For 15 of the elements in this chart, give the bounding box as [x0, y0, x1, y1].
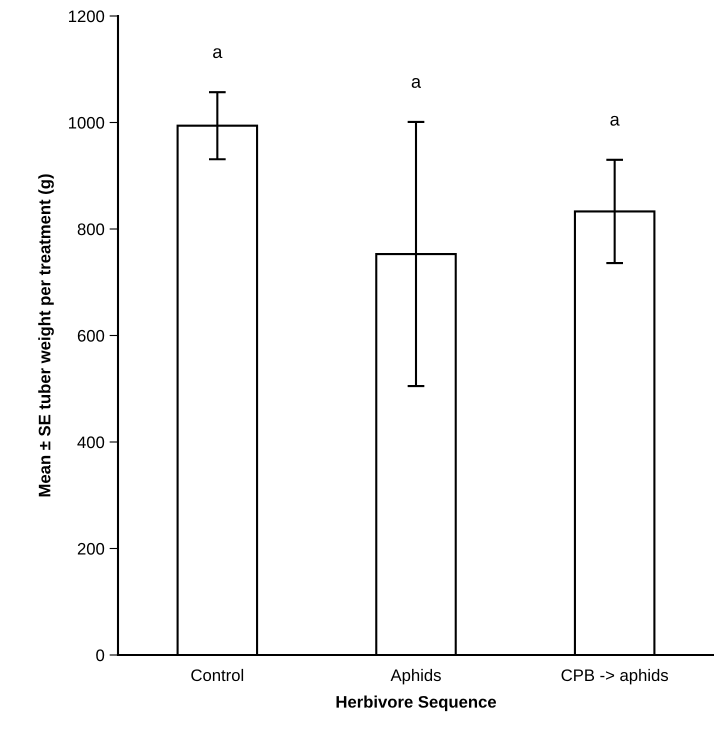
y-tick-label: 800	[78, 223, 104, 236]
annotation: a	[213, 48, 222, 58]
y-tick-label: 200	[78, 542, 104, 555]
y-axis-title: Mean ± SE tuber weight per treatment (g)	[38, 174, 54, 496]
x-axis-title: Herbivore Sequence	[336, 696, 496, 712]
y-tick-label: 1000	[69, 116, 104, 129]
y-tick-label: 1200	[69, 10, 104, 22]
x-tick-label: CPB -> aphids	[562, 668, 668, 684]
x-tick-label: Aphids	[390, 668, 441, 684]
y-tick-label: 600	[78, 330, 104, 342]
y-tick-label: 400	[77, 436, 104, 448]
annotation: a	[412, 78, 422, 88]
x-tick-label: Control	[191, 668, 244, 682]
y-tick-label: 0	[96, 649, 104, 662]
annotation: a	[610, 116, 620, 126]
